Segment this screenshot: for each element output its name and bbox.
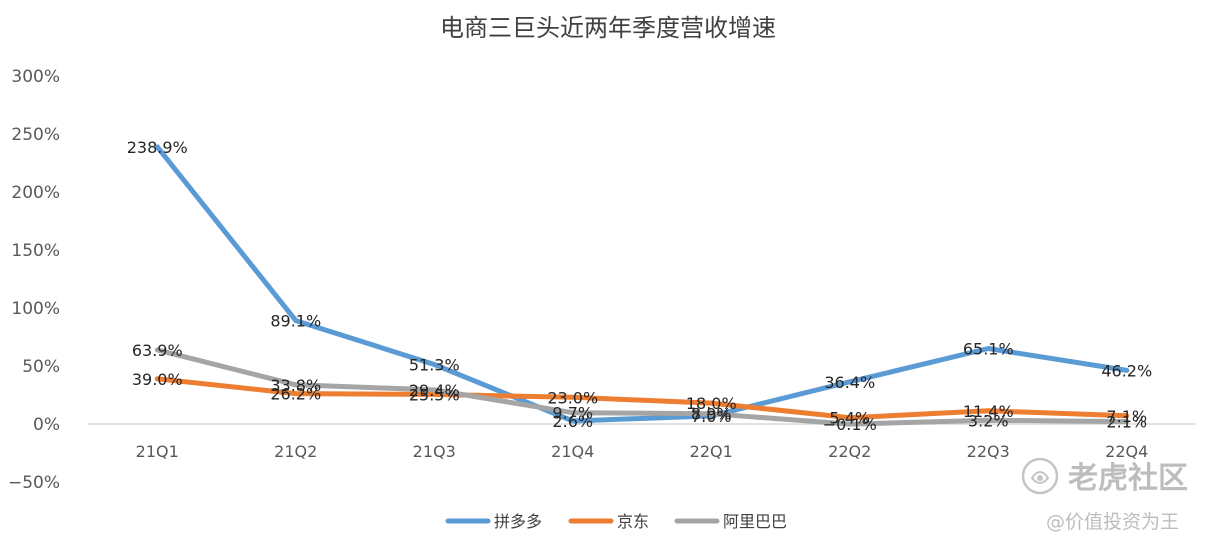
y-axis-ticks: 300% 250% 200% 150% 100% 50% 0% −50%	[8, 67, 60, 493]
data-label: 39.0%	[132, 370, 183, 389]
data-labels: 238.9% 89.1% 51.3% 2.6% 7.0% 36.4% 65.1% 46.2% 3…	[127, 138, 1152, 434]
series-lines	[154, 144, 1130, 427]
data-label: 65.1%	[963, 339, 1014, 358]
y-tick-label: 50%	[22, 357, 60, 377]
data-label: 7.1%	[1106, 407, 1147, 426]
x-tick-label: 21Q2	[274, 442, 317, 461]
tiger-logo-icon	[1021, 457, 1059, 495]
data-label: 46.2%	[1101, 361, 1152, 380]
watermark-brand: 老虎社区	[1068, 461, 1188, 496]
data-label: 2.1%	[1106, 413, 1147, 432]
data-label: 51.3%	[409, 355, 460, 374]
x-tick-label: 22Q3	[967, 442, 1010, 461]
x-tick-label: 21Q4	[551, 442, 594, 461]
data-label: 2.6%	[552, 412, 593, 431]
data-label: −0.1%	[823, 415, 877, 434]
data-label: 7.0%	[691, 407, 732, 426]
legend-label: 阿里巴巴	[723, 512, 787, 531]
series-line-pinduoduo	[154, 144, 1130, 424]
y-tick-label: 250%	[11, 125, 60, 145]
x-tick-label: 22Q4	[1105, 442, 1148, 461]
data-label: 33.8%	[270, 376, 321, 395]
data-label: 9.7%	[552, 404, 593, 423]
data-label: 36.4%	[824, 373, 875, 392]
x-tick-label: 21Q1	[136, 442, 179, 461]
y-tick-label: 0%	[33, 415, 60, 435]
legend: 拼多多 京东 阿里巴巴	[445, 512, 787, 531]
data-label: 25.5%	[409, 385, 460, 404]
y-tick-label: 200%	[11, 183, 60, 203]
data-label: 29.4%	[409, 381, 460, 400]
watermark-author: @价值投资为王	[1046, 511, 1179, 533]
y-tick-label: 100%	[11, 299, 60, 319]
x-tick-label: 22Q2	[828, 442, 871, 461]
data-label: 8.9%	[691, 405, 732, 424]
y-tick-label: −50%	[8, 473, 60, 493]
data-label: 26.2%	[270, 385, 321, 404]
legend-label: 拼多多	[494, 512, 542, 531]
legend-label: 京东	[617, 512, 649, 531]
x-tick-label: 22Q1	[690, 442, 733, 461]
data-label: 63.9%	[132, 341, 183, 360]
data-label: 18.0%	[686, 394, 737, 413]
x-tick-label: 21Q3	[413, 442, 456, 461]
data-label: 238.9%	[127, 138, 188, 157]
watermark: 老虎社区 @价值投资为王	[1021, 457, 1188, 533]
y-tick-label: 300%	[11, 67, 60, 87]
x-axis-ticks: 21Q1 21Q2 21Q3 21Q4 22Q1 22Q2 22Q3 22Q4	[136, 442, 1149, 461]
chart-title: 电商三巨头近两年季度营收增速	[440, 14, 776, 42]
y-tick-label: 150%	[11, 241, 60, 261]
data-label: 11.4%	[963, 402, 1014, 421]
data-label: 5.4%	[829, 409, 870, 428]
series-line-jd	[154, 376, 1130, 421]
data-label: 3.2%	[968, 411, 1009, 430]
data-label: 23.0%	[547, 388, 598, 407]
series-line-alibaba	[154, 347, 1130, 427]
data-label: 89.1%	[270, 312, 321, 331]
